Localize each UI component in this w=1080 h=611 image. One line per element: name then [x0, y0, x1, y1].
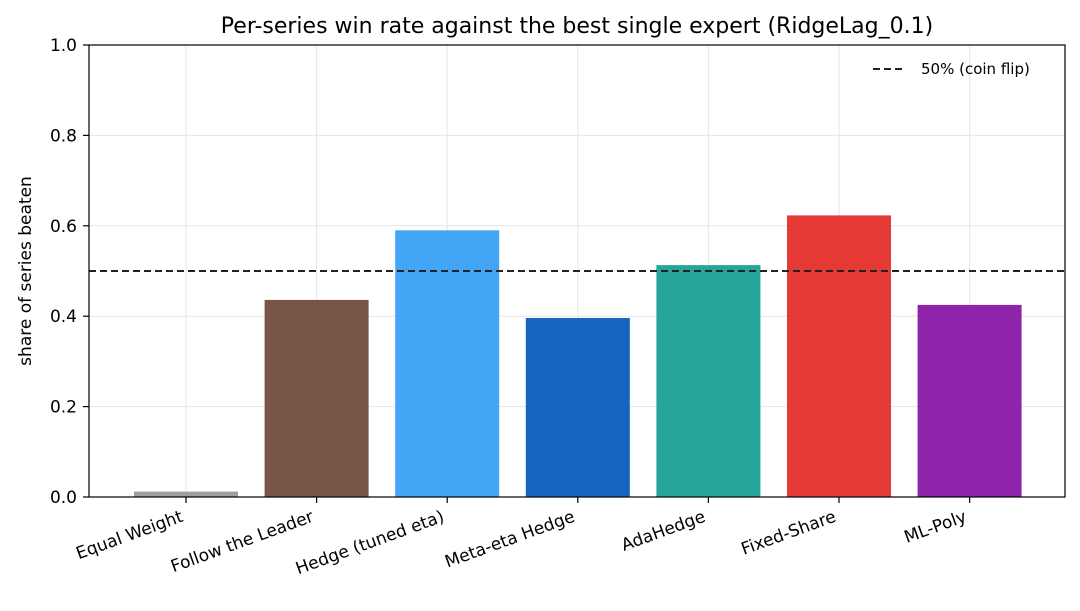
bar	[525, 318, 630, 497]
bar	[917, 304, 1022, 497]
bars	[134, 215, 1022, 498]
x-tick-label: Fixed-Share	[739, 507, 839, 560]
y-tick-label: 0.8	[50, 126, 77, 146]
x-tick-label: Equal Weight	[74, 507, 186, 564]
x-tick-label: Follow the Leader	[168, 507, 316, 577]
y-axis-label: share of series beaten	[16, 176, 36, 366]
legend-label: 50% (coin flip)	[921, 60, 1030, 78]
bar	[134, 491, 238, 497]
axes	[88, 44, 1066, 498]
bar	[787, 215, 891, 498]
y-tick-label: 0.6	[50, 217, 77, 237]
x-tick-label: AdaHedge	[619, 507, 708, 556]
y-tick-label: 1.0	[50, 36, 77, 56]
legend: 50% (coin flip)	[873, 60, 1030, 78]
x-tick-label: ML-Poly	[902, 507, 970, 548]
chart-title: Per-series win rate against the best sin…	[221, 14, 933, 39]
x-tick-label: Meta-eta Hedge	[442, 507, 577, 573]
bar	[656, 265, 761, 497]
bar	[264, 299, 369, 497]
y-tick-label: 0.2	[50, 398, 77, 418]
y-tick-label: 0.0	[50, 488, 77, 508]
y-tick-label: 0.4	[50, 307, 77, 327]
x-tick-label: Hedge (tuned eta)	[293, 507, 447, 579]
plot-frame	[88, 44, 1066, 498]
bar	[395, 230, 500, 497]
